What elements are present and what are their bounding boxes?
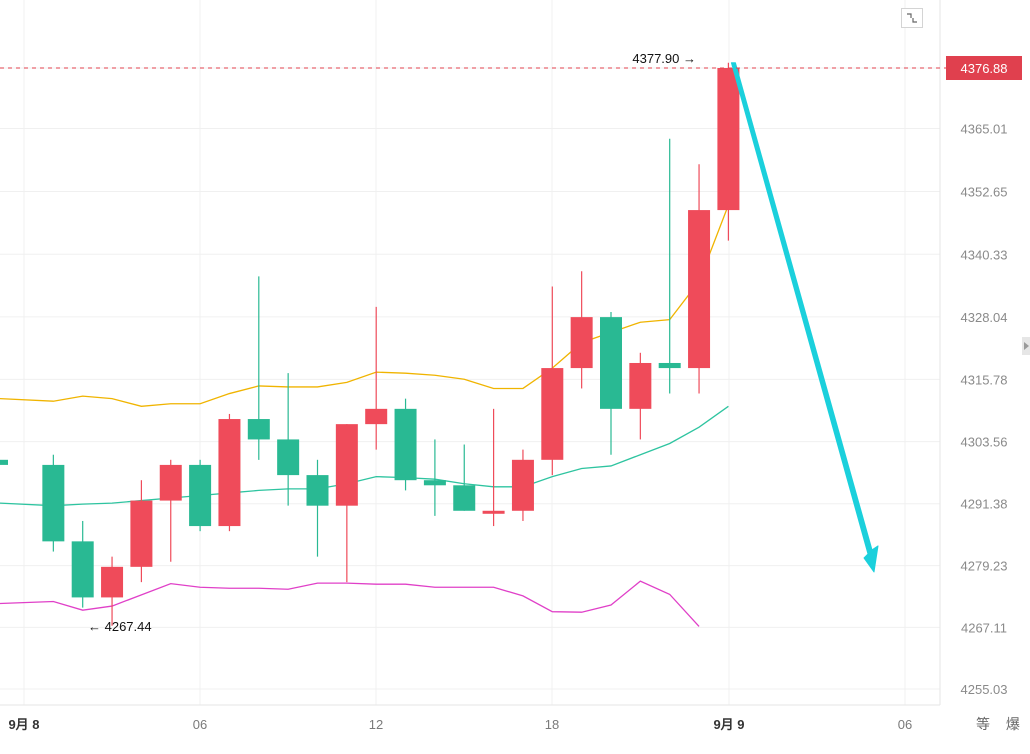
candle: [247, 276, 270, 460]
candle-body: [71, 541, 94, 598]
y-tick-label: 4279.23: [961, 559, 1008, 574]
candle-body: [600, 317, 622, 409]
current-price-text: 4376.88: [961, 61, 1008, 76]
candle: [482, 408, 505, 527]
y-tick-label: 4303.56: [961, 435, 1008, 450]
candle: [189, 459, 212, 532]
candle-body: [541, 368, 564, 460]
x-tick-label: 06: [898, 717, 912, 732]
candle: [658, 138, 681, 394]
candle: [159, 459, 182, 562]
x-tick-label: 06: [193, 717, 207, 732]
lower_band-line: [0, 580, 700, 627]
high-annotation: 4377.90 →: [632, 51, 696, 66]
bottom-tools[interactable]: 等 爆: [976, 716, 1026, 732]
candle-body: [159, 464, 182, 501]
forecast-arrow: [730, 62, 879, 573]
y-tick-label: 4365.01: [961, 121, 1008, 136]
candle-body: [277, 439, 300, 476]
candle-body: [365, 408, 388, 425]
x-tick-label: 12: [369, 717, 383, 732]
y-tick-label: 4267.11: [961, 620, 1007, 635]
y-tick-label: 4340.33: [961, 247, 1008, 262]
candle: [218, 413, 241, 532]
scroll-handle[interactable]: [1022, 337, 1030, 355]
candle: [541, 286, 564, 476]
candle-body: [218, 419, 241, 527]
candle-body: [482, 510, 505, 514]
candle: [365, 306, 388, 450]
candles: [0, 62, 740, 626]
x-axis-labels: 9月 8 06 12 18 9月 9 06: [8, 717, 912, 732]
candle-body: [247, 419, 270, 440]
y-tick-label: 4352.65: [961, 184, 1008, 199]
candle: [423, 439, 446, 516]
candle-body: [717, 68, 740, 211]
candle-body: [42, 464, 65, 542]
candle-body: [629, 362, 652, 409]
candle-body: [511, 459, 534, 511]
y-axis-labels: 4365.01 4352.65 4340.33 4328.04 4315.78 4303.…: [961, 121, 1008, 697]
candle-body: [0, 459, 8, 465]
y-tick-label: 4255.03: [961, 682, 1008, 697]
candle-body: [101, 566, 124, 598]
y-tick-label: 4328.04: [961, 310, 1008, 325]
candle-body: [306, 475, 329, 506]
candle: [42, 454, 65, 552]
candle: [306, 459, 329, 557]
candle-body: [658, 362, 681, 369]
y-tick-label: 4291.38: [961, 497, 1008, 512]
candle: [394, 398, 417, 491]
candle: [130, 480, 153, 583]
candle-body: [189, 464, 212, 527]
candle-body: [688, 210, 711, 369]
candle: [335, 424, 358, 583]
current-price-tag: [946, 56, 1022, 80]
candle: [688, 164, 711, 394]
candle: [0, 459, 8, 465]
candle: [600, 312, 622, 455]
y-tick-label: 4315.78: [961, 372, 1008, 387]
x-tick-label: 9月 8: [8, 717, 39, 732]
candle: [277, 373, 300, 506]
low-annotation: ← 4267.44: [88, 619, 152, 634]
candle: [453, 444, 476, 511]
candle: [71, 520, 94, 608]
candle-body: [394, 408, 417, 481]
forecast-arrow-shape: [730, 62, 879, 573]
candle: [101, 556, 124, 626]
candle: [717, 62, 740, 241]
candle: [629, 352, 652, 440]
expand-icon[interactable]: [901, 8, 923, 28]
extreme-annotations: 4377.90 → ← 4267.44: [88, 51, 696, 634]
candle-body: [423, 480, 446, 486]
candle-body: [130, 500, 153, 567]
x-tick-label: 9月 9: [713, 717, 744, 732]
candle-body: [453, 485, 476, 511]
candle-body: [570, 317, 593, 369]
candle: [511, 449, 534, 521]
candle: [570, 271, 593, 389]
candle-body: [335, 424, 358, 506]
current-price-line: 4376.88: [0, 56, 1022, 80]
x-tick-label: 18: [545, 717, 559, 732]
